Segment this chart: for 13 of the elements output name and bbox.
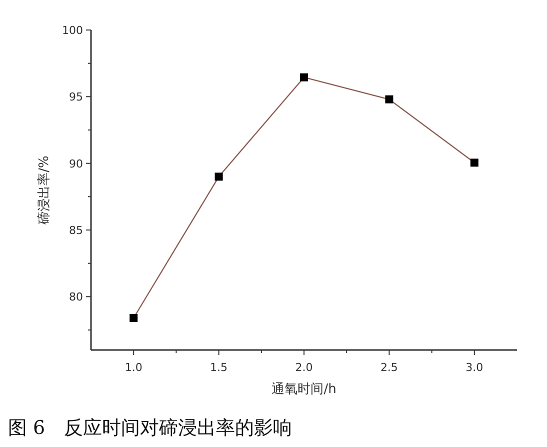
y-tick-label: 85 — [69, 224, 83, 237]
x-tick-label: 1.0 — [124, 361, 142, 374]
x-tick-label: 2.5 — [380, 361, 398, 374]
x-axis-title: 通氧时间/h — [272, 382, 336, 397]
x-tick-label: 3.0 — [466, 361, 484, 374]
y-tick-label: 95 — [69, 90, 83, 104]
caption: 图 6 反应时间对碲浸出率的影响 — [8, 417, 292, 439]
x-tick-label: 2.0 — [295, 361, 313, 374]
y-tick-label: 100 — [62, 24, 83, 37]
y-tick-label: 90 — [69, 157, 83, 170]
y-tick-label: 80 — [69, 290, 83, 304]
x-tick-label: 1.5 — [210, 361, 228, 374]
y-axis-title: 碲浸出率/% — [36, 156, 52, 226]
